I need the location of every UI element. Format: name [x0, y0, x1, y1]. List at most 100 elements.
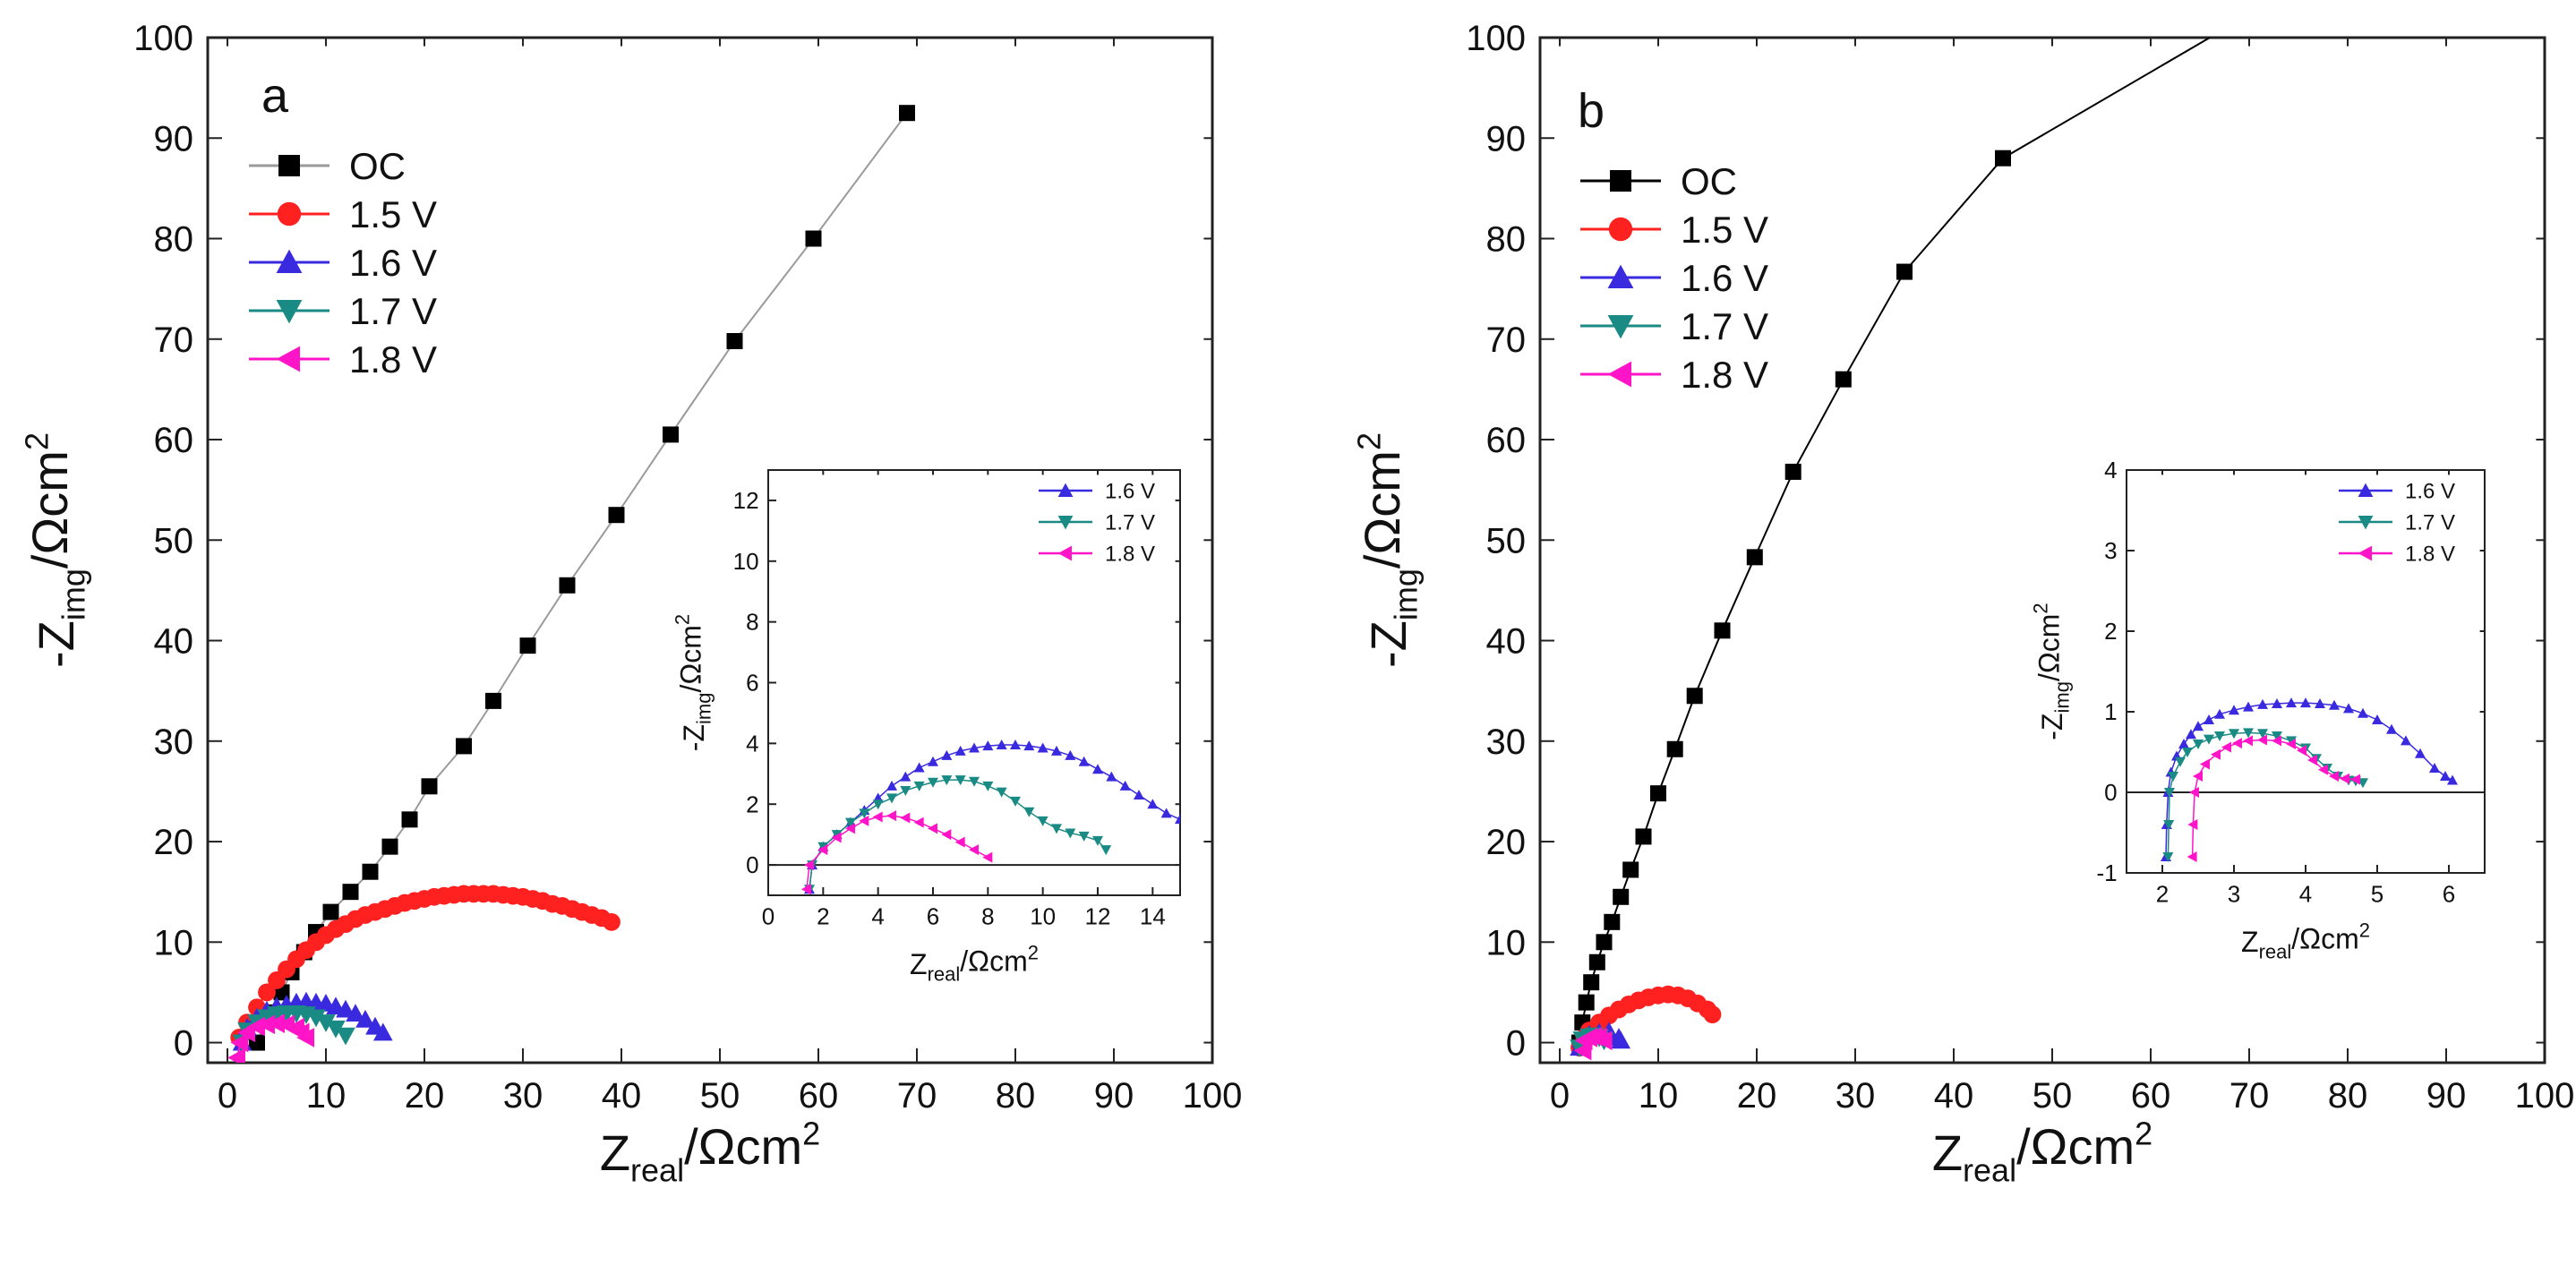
panel-a-point-oc — [805, 230, 822, 247]
panel-a-inset-plot-area — [800, 740, 1180, 895]
panel-b-inset-point-1-6-v — [2386, 723, 2397, 734]
panel-b-inset-ytick-label: 2 — [2104, 618, 2117, 645]
panel-b-inset-x-axis-label-sup: 2 — [2359, 919, 2370, 941]
panel-a-point-1-6-v — [373, 1022, 393, 1041]
panel-a-x-axis-label-main: Z — [600, 1124, 630, 1181]
panel-b-inset-legend-marker — [2358, 483, 2374, 497]
panel-a-inset-y-axis-label-sub: img — [693, 693, 715, 724]
panel-a-y-axis-label-sup: 2 — [18, 432, 55, 450]
panel-a-legend-marker — [276, 346, 300, 372]
panel-b-panel-label: b — [1578, 84, 1605, 138]
panel-b-point-oc — [1666, 740, 1683, 757]
panel-a-series-oc — [249, 105, 915, 1051]
panel-b-inset-legend-item-1-8-v: 1.8 V — [2339, 543, 2455, 567]
panel-b-inset-ytick-label: 3 — [2104, 537, 2117, 564]
panel-a-x-axis-label-sup: 2 — [802, 1115, 820, 1151]
panel-b-ytick-label: 60 — [1486, 421, 1527, 460]
panel-b-inset-legend-label: 1.6 V — [2405, 480, 2455, 504]
panel-a-point-oc — [608, 507, 625, 524]
panel-a-xtick-label: 20 — [405, 1076, 445, 1116]
panel-b-inset-point-1-6-v — [2204, 714, 2214, 724]
panel-b-inset-point-1-7-v — [2229, 729, 2239, 740]
panel-a-legend-item-1-5-v: 1.5 V — [249, 193, 437, 235]
panel-b-y-axis-label-sup: 2 — [1350, 432, 1387, 450]
panel-a-inset-legend-marker — [1057, 516, 1074, 530]
panel-b-legend-item-1-7-v: 1.7 V — [1580, 305, 1768, 347]
panel-a-xtick-label: 30 — [503, 1076, 543, 1116]
panel-a-inset-point-1-7-v — [1037, 816, 1048, 826]
panel-a-inset-point-1-8-v — [804, 859, 814, 871]
panel-b-inset-x-axis-label-sub: real — [2259, 941, 2292, 963]
panel-a-point-1-8-v — [247, 1016, 265, 1037]
panel-b-inset-point-1-6-v — [2315, 698, 2325, 708]
panel-a-inset-point-1-8-v — [913, 817, 924, 828]
panel-a-inset-point-1-7-v — [928, 777, 938, 788]
panel-a-y-axis-label-sub: img — [56, 569, 92, 620]
panel-a-point-oc — [401, 811, 418, 828]
panel-b-point-oc — [1596, 934, 1613, 951]
panel-b-legend-marker — [1607, 315, 1634, 339]
panel-a-xtick-label: 100 — [1183, 1076, 1243, 1116]
panel-b-legend-item-1-6-v: 1.6 V — [1580, 257, 1768, 299]
panel-b-legend-label: 1.7 V — [1681, 305, 1768, 347]
panel-a-legend: OC 1.5 V 1.6 V 1.7 V 1.8 V — [249, 145, 437, 380]
panel-b-point-oc — [1604, 913, 1621, 930]
panel-a-xtick-label: 90 — [1094, 1076, 1134, 1116]
panel-a-inset-point-1-6-v — [1023, 740, 1035, 751]
panel-a-inset-xtick-label: 10 — [1030, 903, 1056, 930]
panel-a-inset-ytick-label: 0 — [746, 851, 758, 878]
panel-b-xtick-label: 10 — [1639, 1076, 1679, 1116]
panel-a-inset-legend: 1.6 V 1.7 V 1.8 V — [1039, 480, 1155, 567]
panel-b-point-oc — [1650, 785, 1666, 802]
panel-a-inset-point-1-6-v — [1106, 771, 1117, 782]
panel-b-series-1-8-v — [1573, 1027, 1613, 1061]
panel-b-inset-point-1-7-v — [2175, 757, 2186, 767]
panel-b-point-oc — [1835, 371, 1852, 388]
panel-b-inset-point-1-7-v — [2257, 729, 2268, 740]
panel-b-inset-point-1-8-v — [2318, 764, 2328, 775]
panel-a-point-oc — [342, 884, 359, 901]
panel-a-point-oc — [519, 637, 536, 654]
panel-b-inset-point-1-8-v — [2189, 787, 2199, 798]
panel-a-ytick-label: 0 — [174, 1024, 193, 1064]
panel-b-y-axis-label-sub: img — [1388, 569, 1425, 620]
panel-a-inset-legend-item-1-6-v: 1.6 V — [1039, 480, 1155, 504]
panel-a-panel-label: a — [261, 69, 289, 123]
panel-b-point-1-8-v — [1594, 1030, 1613, 1051]
panel-b-inset-x-axis-label-main: Z — [2241, 926, 2259, 958]
panel-a-inset-xtick-label: 6 — [927, 903, 939, 930]
panel-b-inset-point-1-8-v — [2232, 738, 2242, 749]
panel-a-inset-y-axis-label-sup: 2 — [671, 614, 693, 625]
panel-b-xtick-label: 0 — [1550, 1076, 1570, 1116]
panel-a-legend-marker — [277, 201, 302, 227]
panel-b-xtick-label: 40 — [1934, 1076, 1974, 1116]
panel-b-point-oc — [1995, 150, 2011, 167]
panel-a-legend-marker — [278, 155, 300, 176]
panel-b-point-oc — [1635, 828, 1652, 845]
panel-a-inset-point-1-7-v — [1010, 796, 1021, 807]
panel-b-xtick-label: 90 — [2426, 1076, 2467, 1116]
panel-a-point-oc — [381, 838, 398, 855]
panel-b-ytick-label: 30 — [1486, 723, 1527, 762]
panel-a-point-oc — [322, 903, 339, 920]
panel-a-point-1-7-v — [316, 1014, 336, 1032]
panel-a-xtick-label: 60 — [799, 1076, 839, 1116]
panel-a-legend-item-1-7-v: 1.7 V — [249, 290, 437, 332]
panel-b-inset-xtick-label: 2 — [2156, 881, 2169, 908]
panel-a-inset-point-1-6-v — [900, 771, 911, 782]
panel-b-inset-point-1-6-v — [2300, 697, 2311, 708]
panel-b-inset-point-1-6-v — [2429, 763, 2440, 773]
panel-a-inset-point-1-6-v — [982, 740, 994, 751]
panel-a-ytick-label: 80 — [154, 220, 194, 260]
panel-a-inset-point-1-8-v — [941, 829, 952, 841]
panel-a-point-1-5-v — [258, 983, 276, 1002]
panel-b-xtick-label: 100 — [2515, 1076, 2575, 1116]
panel-a-xtick-label: 40 — [602, 1076, 642, 1116]
panel-b-inset-point-1-6-v — [2372, 714, 2383, 724]
panel-a-xtick-label: 70 — [897, 1076, 937, 1116]
panel-a-x-axis-label: Zreal/Ωcm2 — [600, 1115, 820, 1188]
panel-b-inset-point-1-8-v — [2200, 758, 2210, 770]
panel-b-inset-point-1-8-v — [2329, 771, 2339, 782]
panel-a-inset-axes-frame — [767, 469, 1181, 896]
panel-a-inset-legend-label: 1.7 V — [1105, 511, 1155, 535]
